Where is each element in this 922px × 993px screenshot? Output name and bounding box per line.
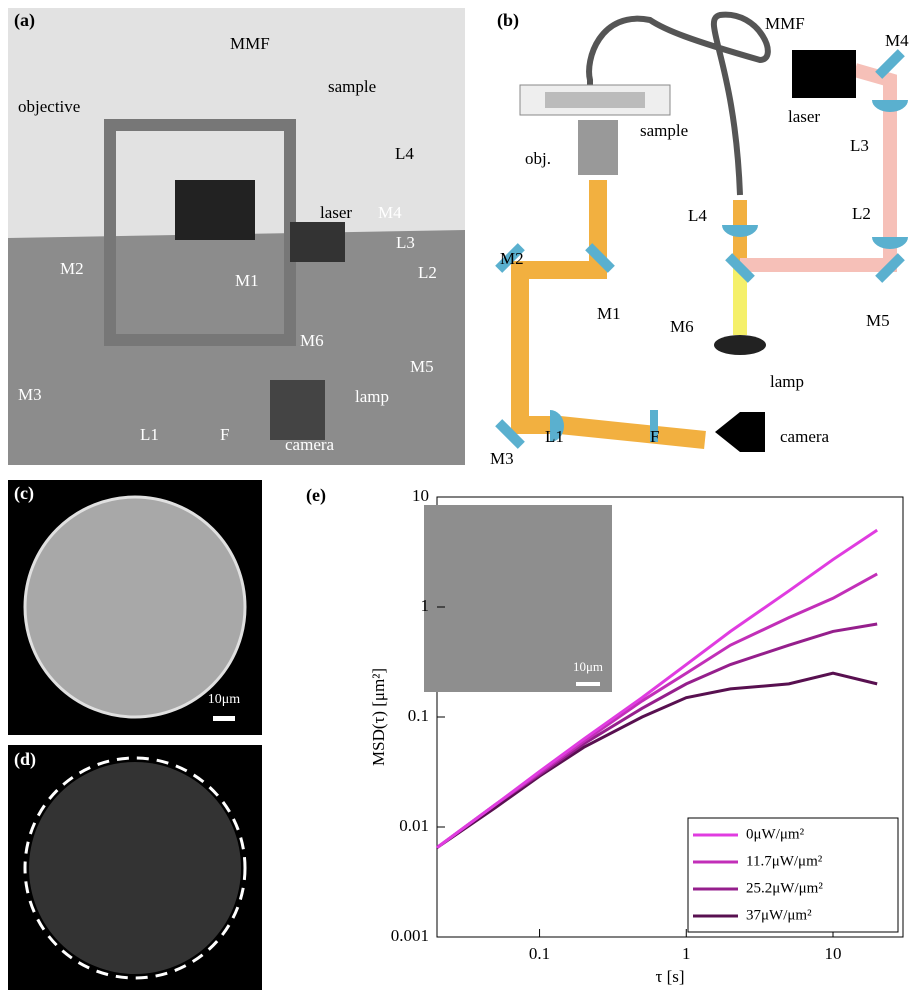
x-tick-label: 1 xyxy=(682,944,691,963)
annotation: MMF xyxy=(765,14,805,33)
photo-camera xyxy=(270,380,325,440)
lens xyxy=(872,100,908,112)
annotation: L1 xyxy=(140,425,159,444)
legend-label: 25.2μW/μm² xyxy=(746,880,823,896)
sample-cell xyxy=(545,92,645,108)
y-tick-label: 0.01 xyxy=(399,816,429,835)
lamp xyxy=(714,335,766,355)
annotation: M3 xyxy=(490,449,514,468)
lens xyxy=(722,225,758,237)
annotation: L4 xyxy=(395,144,414,163)
annotation: laser xyxy=(788,107,820,126)
y-tick-label: 0.001 xyxy=(391,926,429,945)
objective xyxy=(578,120,618,175)
panel-label: (c) xyxy=(14,483,34,504)
fiber-core xyxy=(25,497,245,717)
annotation: sample xyxy=(640,121,688,140)
annotation: camera xyxy=(285,435,335,454)
panel-label: (a) xyxy=(14,10,35,31)
annotation: M5 xyxy=(866,311,890,330)
annotation: M3 xyxy=(18,385,42,404)
photo-laser xyxy=(290,222,345,262)
scale-bar-label: 10μm xyxy=(573,659,603,674)
legend-label: 11.7μW/μm² xyxy=(746,853,823,869)
laser-beam xyxy=(740,70,890,265)
x-tick-label: 10 xyxy=(824,944,841,963)
annotation: L2 xyxy=(418,263,437,282)
y-tick-label: 10 xyxy=(412,486,429,505)
annotation: M6 xyxy=(670,317,694,336)
annotation: M1 xyxy=(235,271,259,290)
annotation: F xyxy=(220,425,229,444)
legend-label: 0μW/μm² xyxy=(746,826,805,842)
annotation: M4 xyxy=(378,203,402,222)
y-tick-label: 0.1 xyxy=(408,706,429,725)
annotation: L3 xyxy=(850,136,869,155)
annotation: lamp xyxy=(355,387,389,406)
panel-label: (b) xyxy=(497,10,519,31)
annotation: L1 xyxy=(545,427,564,446)
annotation: lamp xyxy=(770,372,804,391)
annotation: laser xyxy=(320,203,352,222)
photo-stage xyxy=(175,180,255,240)
camera xyxy=(715,412,765,452)
annotation: F xyxy=(650,427,659,446)
speckle xyxy=(29,762,241,974)
diagram xyxy=(495,15,908,452)
annotation: M2 xyxy=(500,249,524,268)
legend-label: 37μW/μm² xyxy=(746,907,812,923)
x-axis-label: τ [s] xyxy=(655,967,684,986)
annotation: MMF xyxy=(230,34,270,53)
annotation: sample xyxy=(328,77,376,96)
annotation: L2 xyxy=(852,204,871,223)
lens xyxy=(872,237,908,249)
scale-bar xyxy=(576,682,600,686)
scale-bar xyxy=(213,716,235,721)
annotation: M6 xyxy=(300,331,324,350)
panel-label: (e) xyxy=(306,485,326,506)
annotation: objective xyxy=(18,97,80,116)
annotation: M2 xyxy=(60,259,84,278)
figure: (a) (b) 10μm (c) xyxy=(0,0,922,993)
annotation: L4 xyxy=(688,206,707,225)
annotation: obj. xyxy=(525,149,551,168)
laser xyxy=(792,50,856,98)
annotation: M5 xyxy=(410,357,434,376)
scale-bar-label: 10μm xyxy=(208,692,241,707)
annotation: L3 xyxy=(396,233,415,252)
y-axis-label: MSD(τ) [μm²] xyxy=(369,668,388,766)
annotation: camera xyxy=(780,427,830,446)
panel-label: (d) xyxy=(14,749,36,770)
x-tick-label: 0.1 xyxy=(529,944,550,963)
y-tick-label: 1 xyxy=(421,596,430,615)
annotation: M1 xyxy=(597,304,621,323)
annotation: M4 xyxy=(885,31,909,50)
